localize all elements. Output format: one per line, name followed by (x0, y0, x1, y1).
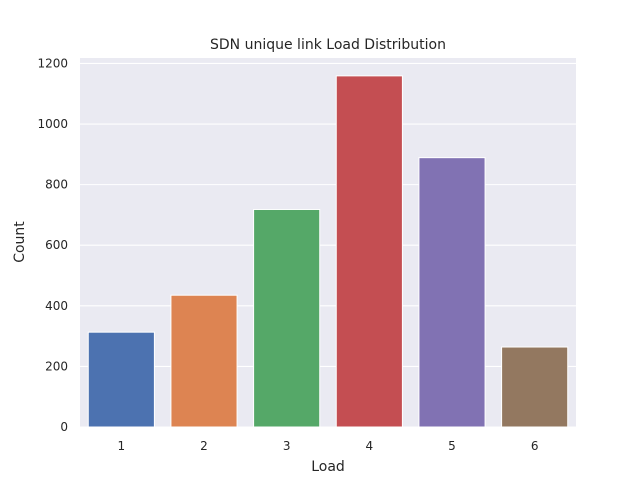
bar-load-2 (170, 294, 238, 428)
x-tick-label: 3 (283, 439, 291, 453)
bar-load-5 (418, 157, 486, 428)
gridlines (80, 62, 576, 428)
y-tick-label: 1000 (37, 117, 68, 131)
x-tick-label: 5 (448, 439, 456, 453)
x-tick-label: 4 (366, 439, 374, 453)
plot-background (80, 58, 576, 427)
y-tick-label: 800 (45, 178, 68, 192)
bar-load-4 (335, 75, 403, 428)
bar-load-1 (87, 331, 155, 428)
y-tick-label: 1200 (37, 56, 68, 70)
y-tick-label: 0 (60, 420, 68, 434)
chart-title: SDN unique link Load Distribution (210, 37, 446, 53)
y-tick-label: 600 (45, 238, 68, 252)
x-axis-label: Load (311, 459, 345, 475)
bars (87, 75, 569, 428)
y-axis-label: Count (12, 221, 28, 263)
y-tick-label: 200 (45, 359, 68, 373)
x-tick-label: 2 (200, 439, 208, 453)
x-tick-labels: 1 2 3 4 5 6 (118, 439, 539, 453)
y-tick-label: 400 (45, 299, 68, 313)
x-tick-label: 1 (118, 439, 126, 453)
x-tick-label: 6 (531, 439, 539, 453)
y-tick-labels: 0 200 400 600 800 1000 1200 (37, 56, 68, 434)
bar-load-6 (501, 346, 569, 428)
bar-load-3 (253, 208, 321, 428)
